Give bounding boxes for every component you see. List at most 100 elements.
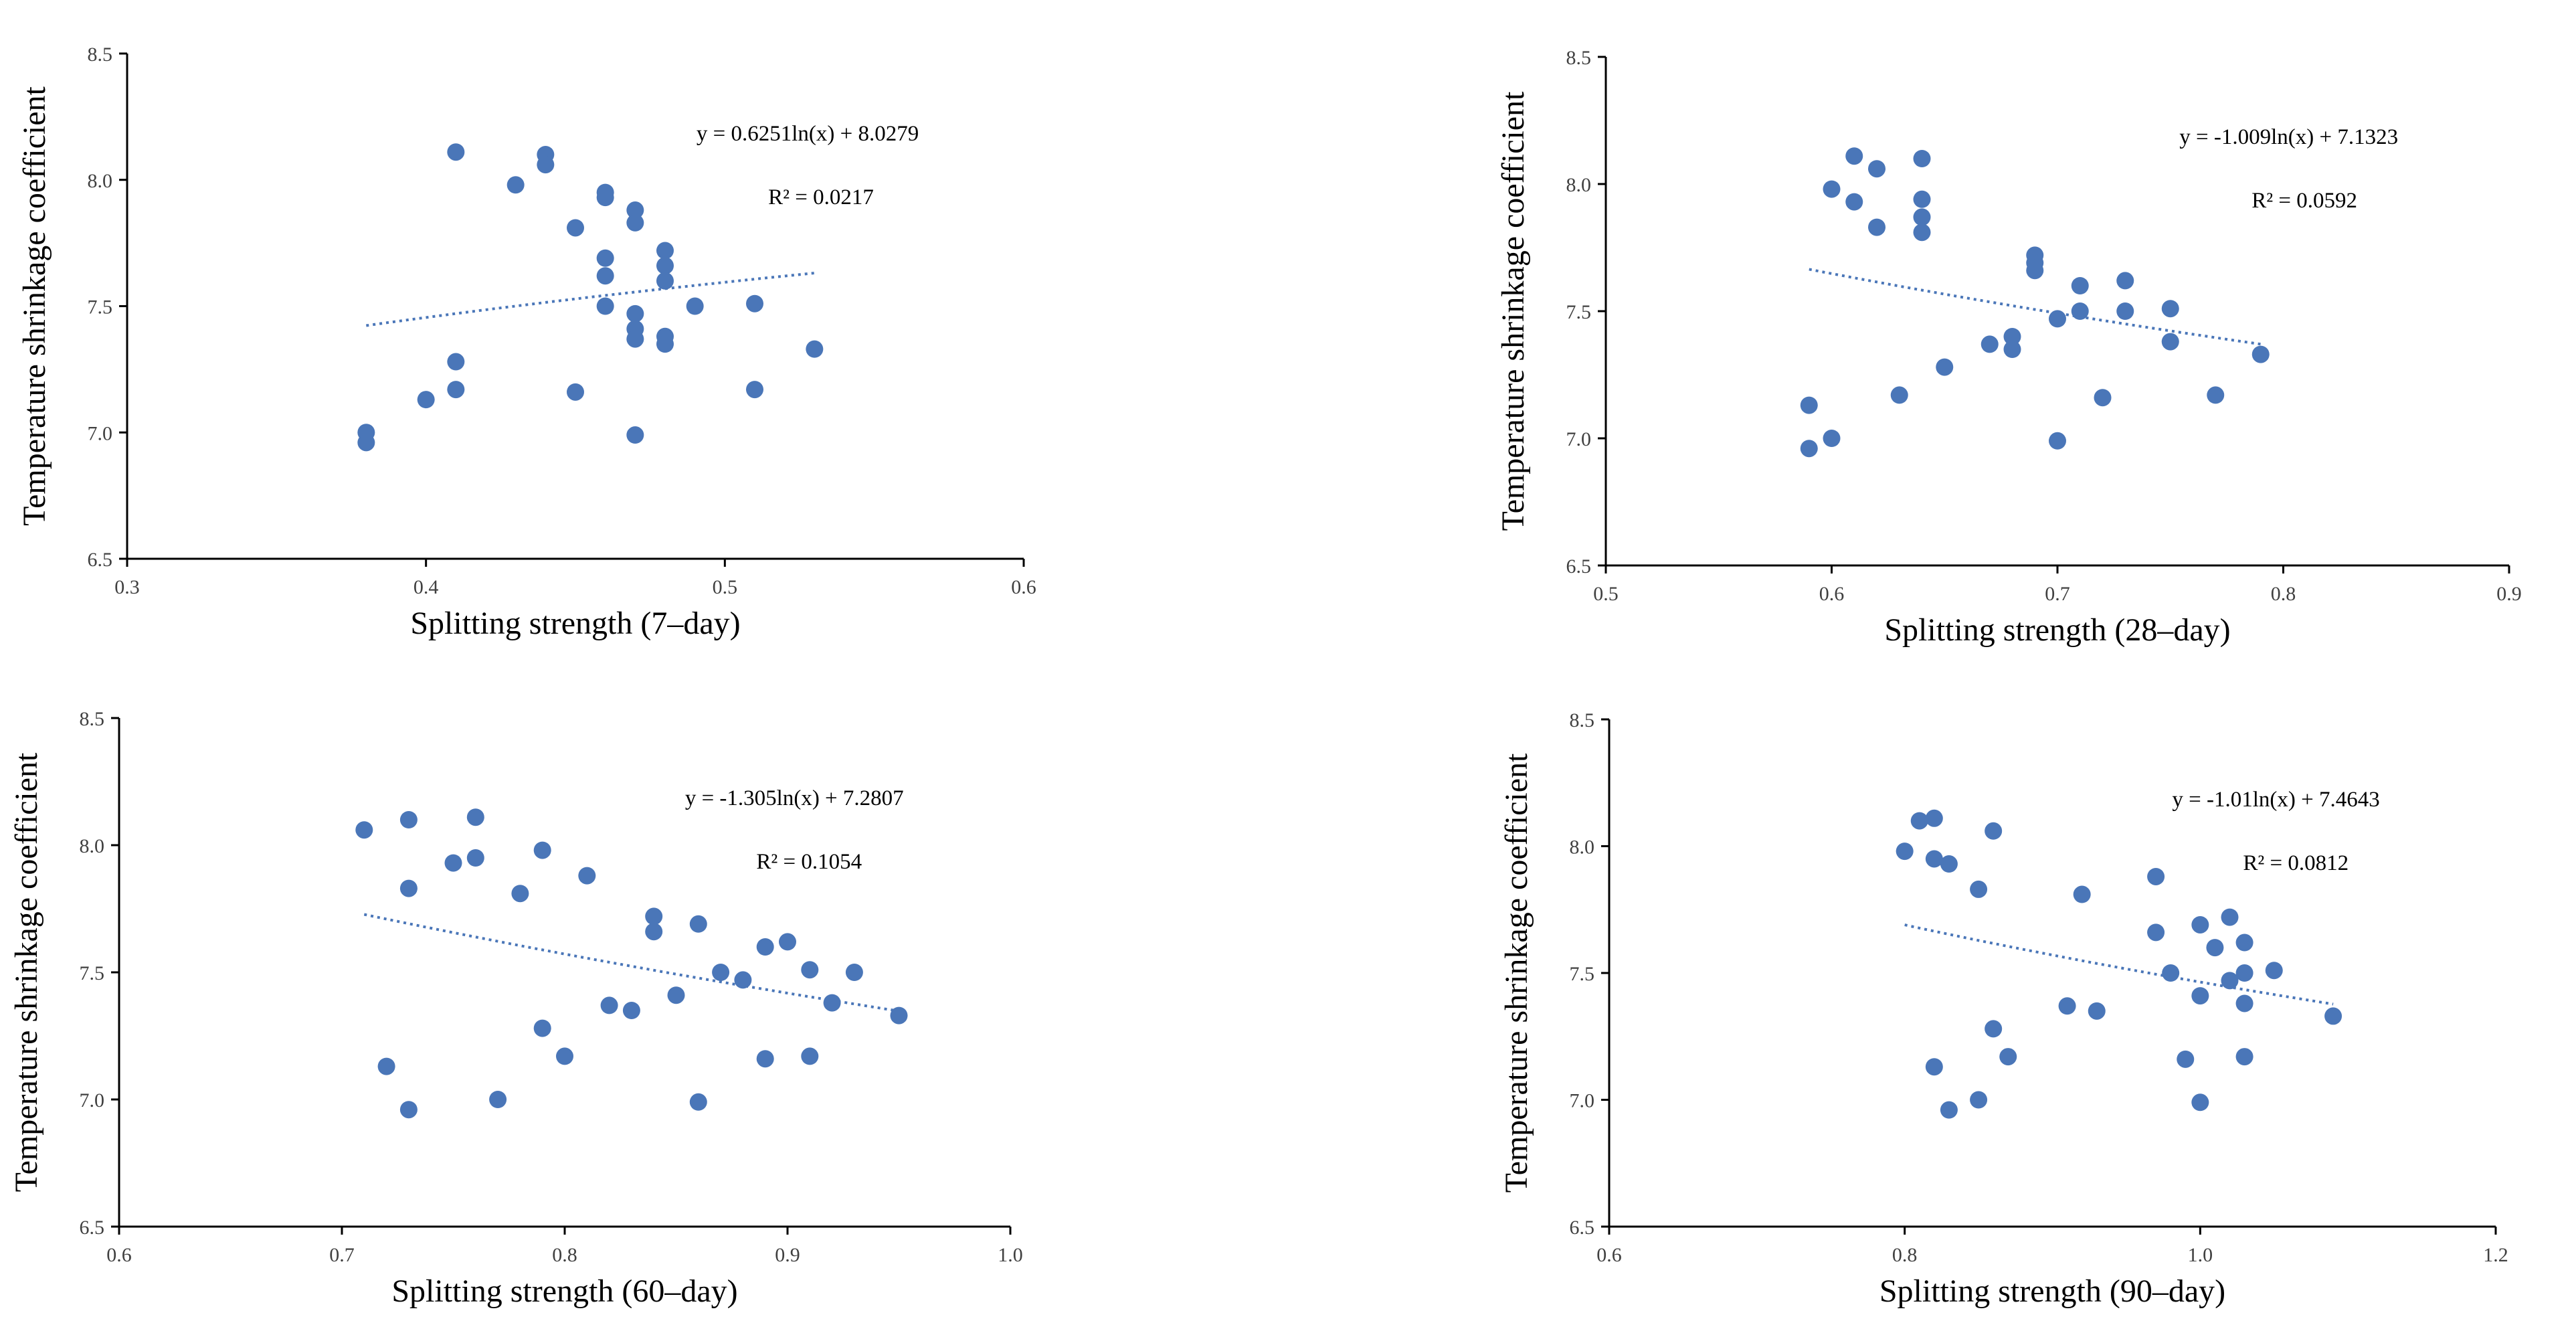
panel-90-day: 6.5 7.0 7.5 8.0 8.5 0.6 0.8 1.0 1.2 Splitting str… [1499,709,2508,1309]
data-point [399,811,418,828]
data-point [2206,939,2224,957]
x-tick-label: 0.7 [329,1244,355,1266]
data-point [626,426,644,444]
data-point [1925,1058,1943,1076]
data-point [1940,855,1958,873]
data-point [2235,934,2253,952]
data-point [399,879,418,897]
x-tick-label: 0.6 [106,1244,132,1266]
x-tick-label: 0.3 [114,576,140,598]
y-tick-label: 6.5 [1570,1217,1595,1239]
data-point [1910,812,1928,830]
data-point [689,1093,707,1111]
data-point [2207,386,2225,404]
trendline [363,913,899,1012]
y-tick-label: 8.0 [80,835,105,857]
data-point [447,143,465,161]
data-point [2026,262,2044,280]
data-point [1868,160,1885,178]
y-tick-label: 7.0 [88,422,113,444]
x-tick-label: 0.9 [775,1244,800,1266]
data-point [2147,867,2165,885]
x-tick-label: 0.9 [2496,583,2522,605]
data-point [466,808,484,826]
data-point [596,249,614,267]
data-point [2191,1093,2209,1112]
y-tick-label: 7.5 [88,296,113,319]
data-point [1936,358,1954,376]
data-point [600,996,618,1014]
data-point [645,923,663,941]
x-tick-label: 0.5 [713,576,738,598]
x-tick-label: 0.6 [1819,583,1845,605]
data-point [1845,193,1863,211]
r-squared: R² = 0.1054 [756,850,862,874]
y-tick-label: 6.5 [88,549,113,571]
data-point [1981,335,1999,353]
data-point [622,1002,640,1019]
y-tick-label: 7.5 [80,962,105,984]
data-point [1985,1020,2003,1038]
x-axis-title: Splitting strength (7–day) [410,606,740,641]
x-tick-label: 0.6 [1596,1244,1622,1266]
data-point [2147,923,2165,942]
data-point [1868,218,1885,236]
data-point [567,219,584,237]
data-point [2251,345,2270,363]
data-point [2221,908,2239,926]
data-point [2049,310,2066,328]
data-point [596,267,614,285]
x-axis-title: Splitting strength (60–day) [391,1273,737,1309]
data-point [1913,224,1931,242]
data-point [1913,190,1931,208]
panel-28-day: 6.5 7.0 7.5 8.0 8.5 0.5 0.6 0.7 0.8 0.9 Splitting … [1495,47,2522,648]
y-tick-label: 7.5 [1566,301,1592,323]
x-tick-label: 0.8 [1892,1244,1918,1266]
data-point [1823,180,1841,198]
data-point [656,257,674,275]
panel-7-day: 6.5 7.0 7.5 8.0 8.5 0.3 0.4 0.5 0.6 Splitting str… [17,43,1036,641]
data-point [823,994,841,1012]
trend-equation: y = -1.305ln(x) + 7.2807 [685,786,904,810]
y-tick-label: 7.0 [1566,428,1592,450]
y-tick-label: 8.0 [1566,174,1592,196]
data-point [507,176,525,194]
data-point [626,201,644,219]
data-point [626,304,644,323]
r-squared: R² = 0.0217 [768,185,874,209]
data-point [596,297,614,315]
data-point [567,383,584,401]
x-tick-label: 0.4 [413,576,439,598]
data-point [656,335,674,353]
y-axis-title: Temperature shrinkage coefficient [17,86,52,525]
data-point [1925,809,1943,827]
data-point [1890,386,1908,404]
data-point [511,885,529,903]
data-point [890,1006,908,1025]
r-squared: R² = 0.0812 [2243,851,2349,875]
data-point [801,1047,819,1065]
y-tick-label: 8.0 [1570,836,1595,859]
y-tick-label: 7.0 [80,1089,105,1112]
trend-equation: y = 0.6251ln(x) + 8.0279 [697,122,919,146]
data-point [1913,208,1931,226]
data-point [1940,1101,1958,1119]
trend-equation: y = -1.009ln(x) + 7.1323 [2179,125,2398,149]
data-point [2071,277,2089,294]
data-point [417,391,435,409]
data-point [2116,272,2134,290]
data-point [2116,302,2134,320]
data-point [2088,1002,2106,1020]
trendline [1809,268,2262,346]
data-point [626,213,644,232]
data-point [756,938,774,956]
data-point [2071,302,2089,320]
data-point [1823,430,1841,447]
x-tick-label: 1.2 [2483,1244,2508,1266]
y-axis-title: Temperature shrinkage coefficient [9,752,44,1192]
data-point [1970,1091,1988,1109]
data-point [656,242,674,260]
data-point [845,964,863,981]
data-point [667,986,685,1004]
